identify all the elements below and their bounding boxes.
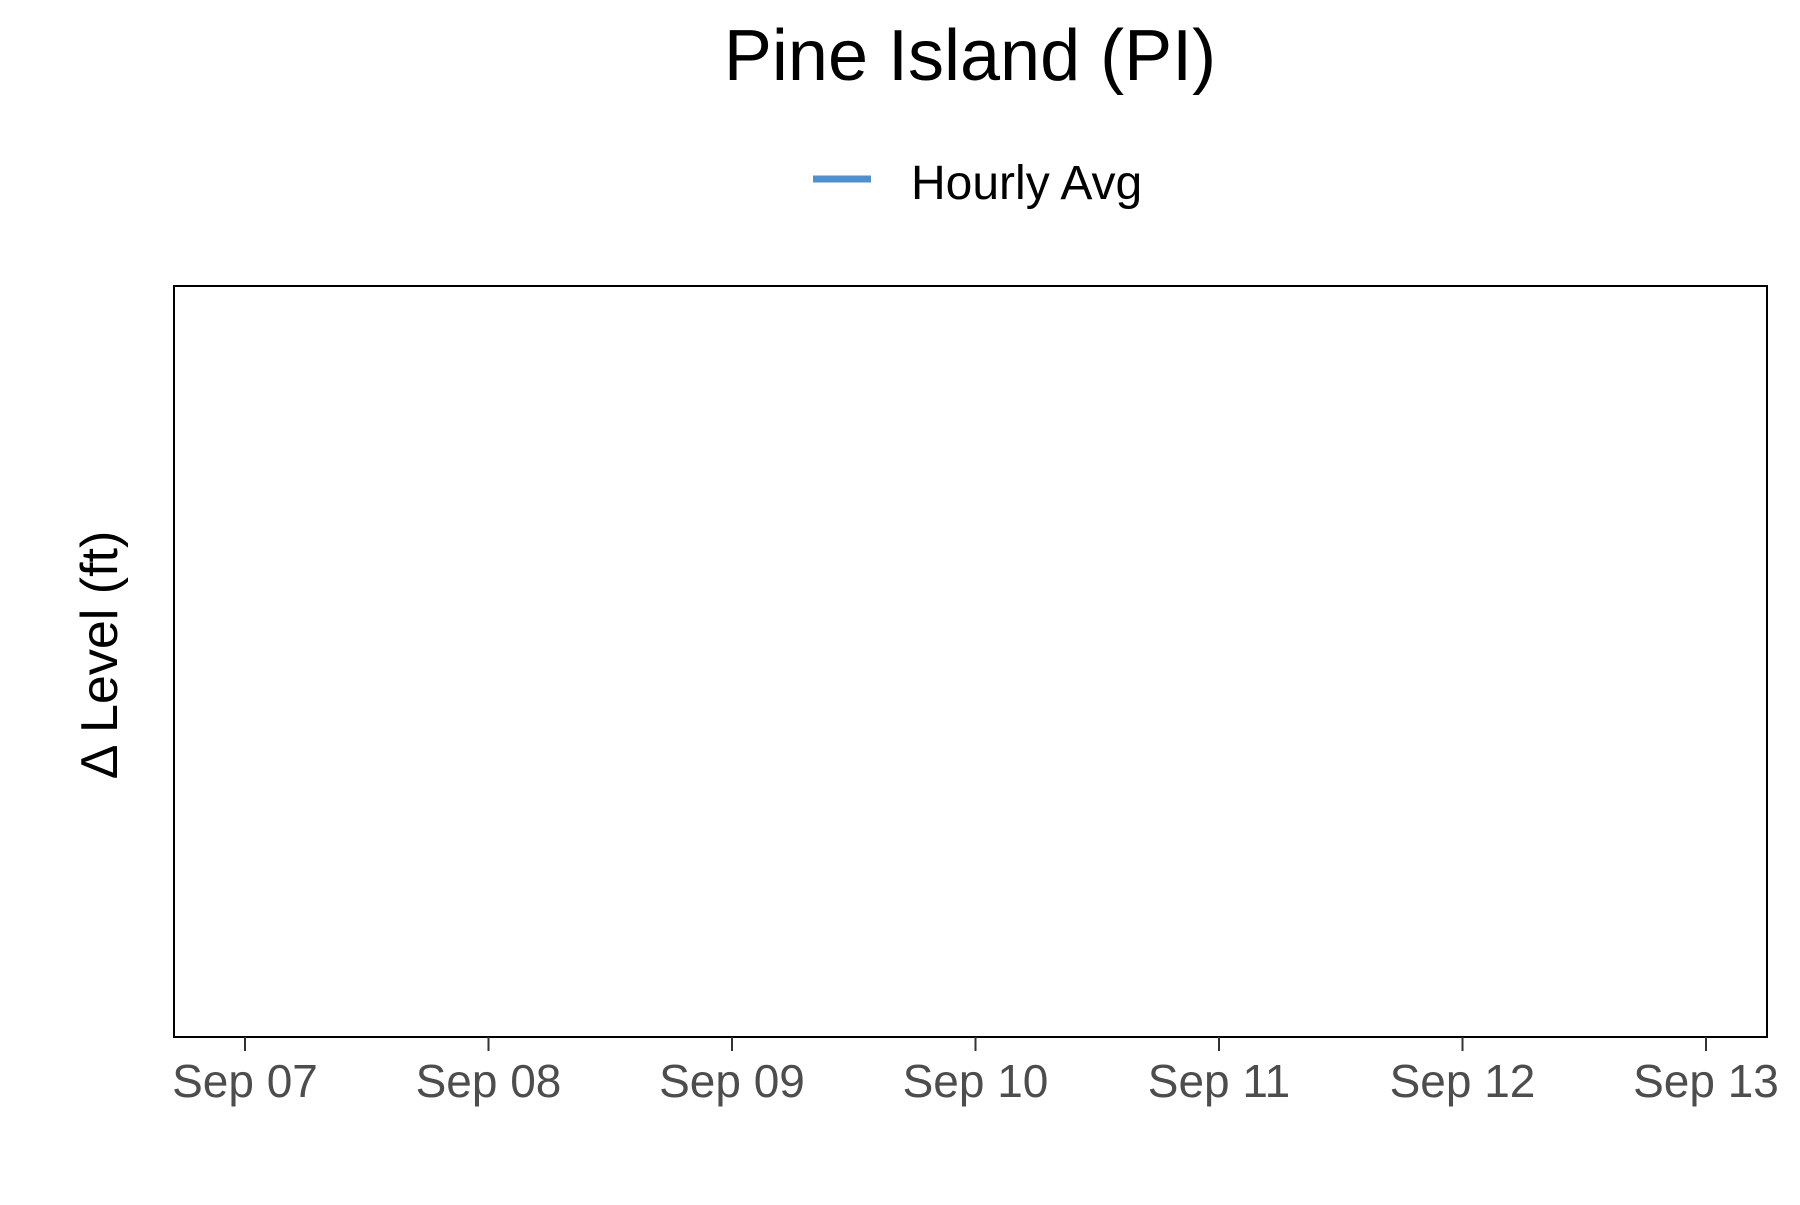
legend-label-hourly-avg: Hourly Avg xyxy=(911,157,1142,210)
x-tick-label: Sep 08 xyxy=(416,1055,562,1107)
plot-area xyxy=(173,285,1768,1038)
x-tick-label: Sep 12 xyxy=(1390,1055,1536,1107)
x-tick-label: Sep 13 xyxy=(1633,1055,1779,1107)
x-tick-label: Sep 11 xyxy=(1148,1055,1290,1107)
chart-title: Pine Island (PI) xyxy=(724,16,1216,96)
x-tick-label: Sep 10 xyxy=(903,1055,1049,1107)
x-axis: Sep 07 Sep 08 Sep 09 Sep 10 Sep 11 Sep 12 Sep … xyxy=(172,1037,1779,1107)
legend: Hourly Avg xyxy=(813,157,1142,210)
x-tick-label: Sep 09 xyxy=(659,1055,805,1107)
y-axis-label: Δ Level (ft) xyxy=(71,531,129,780)
x-tick-label: Sep 07 xyxy=(172,1055,318,1107)
